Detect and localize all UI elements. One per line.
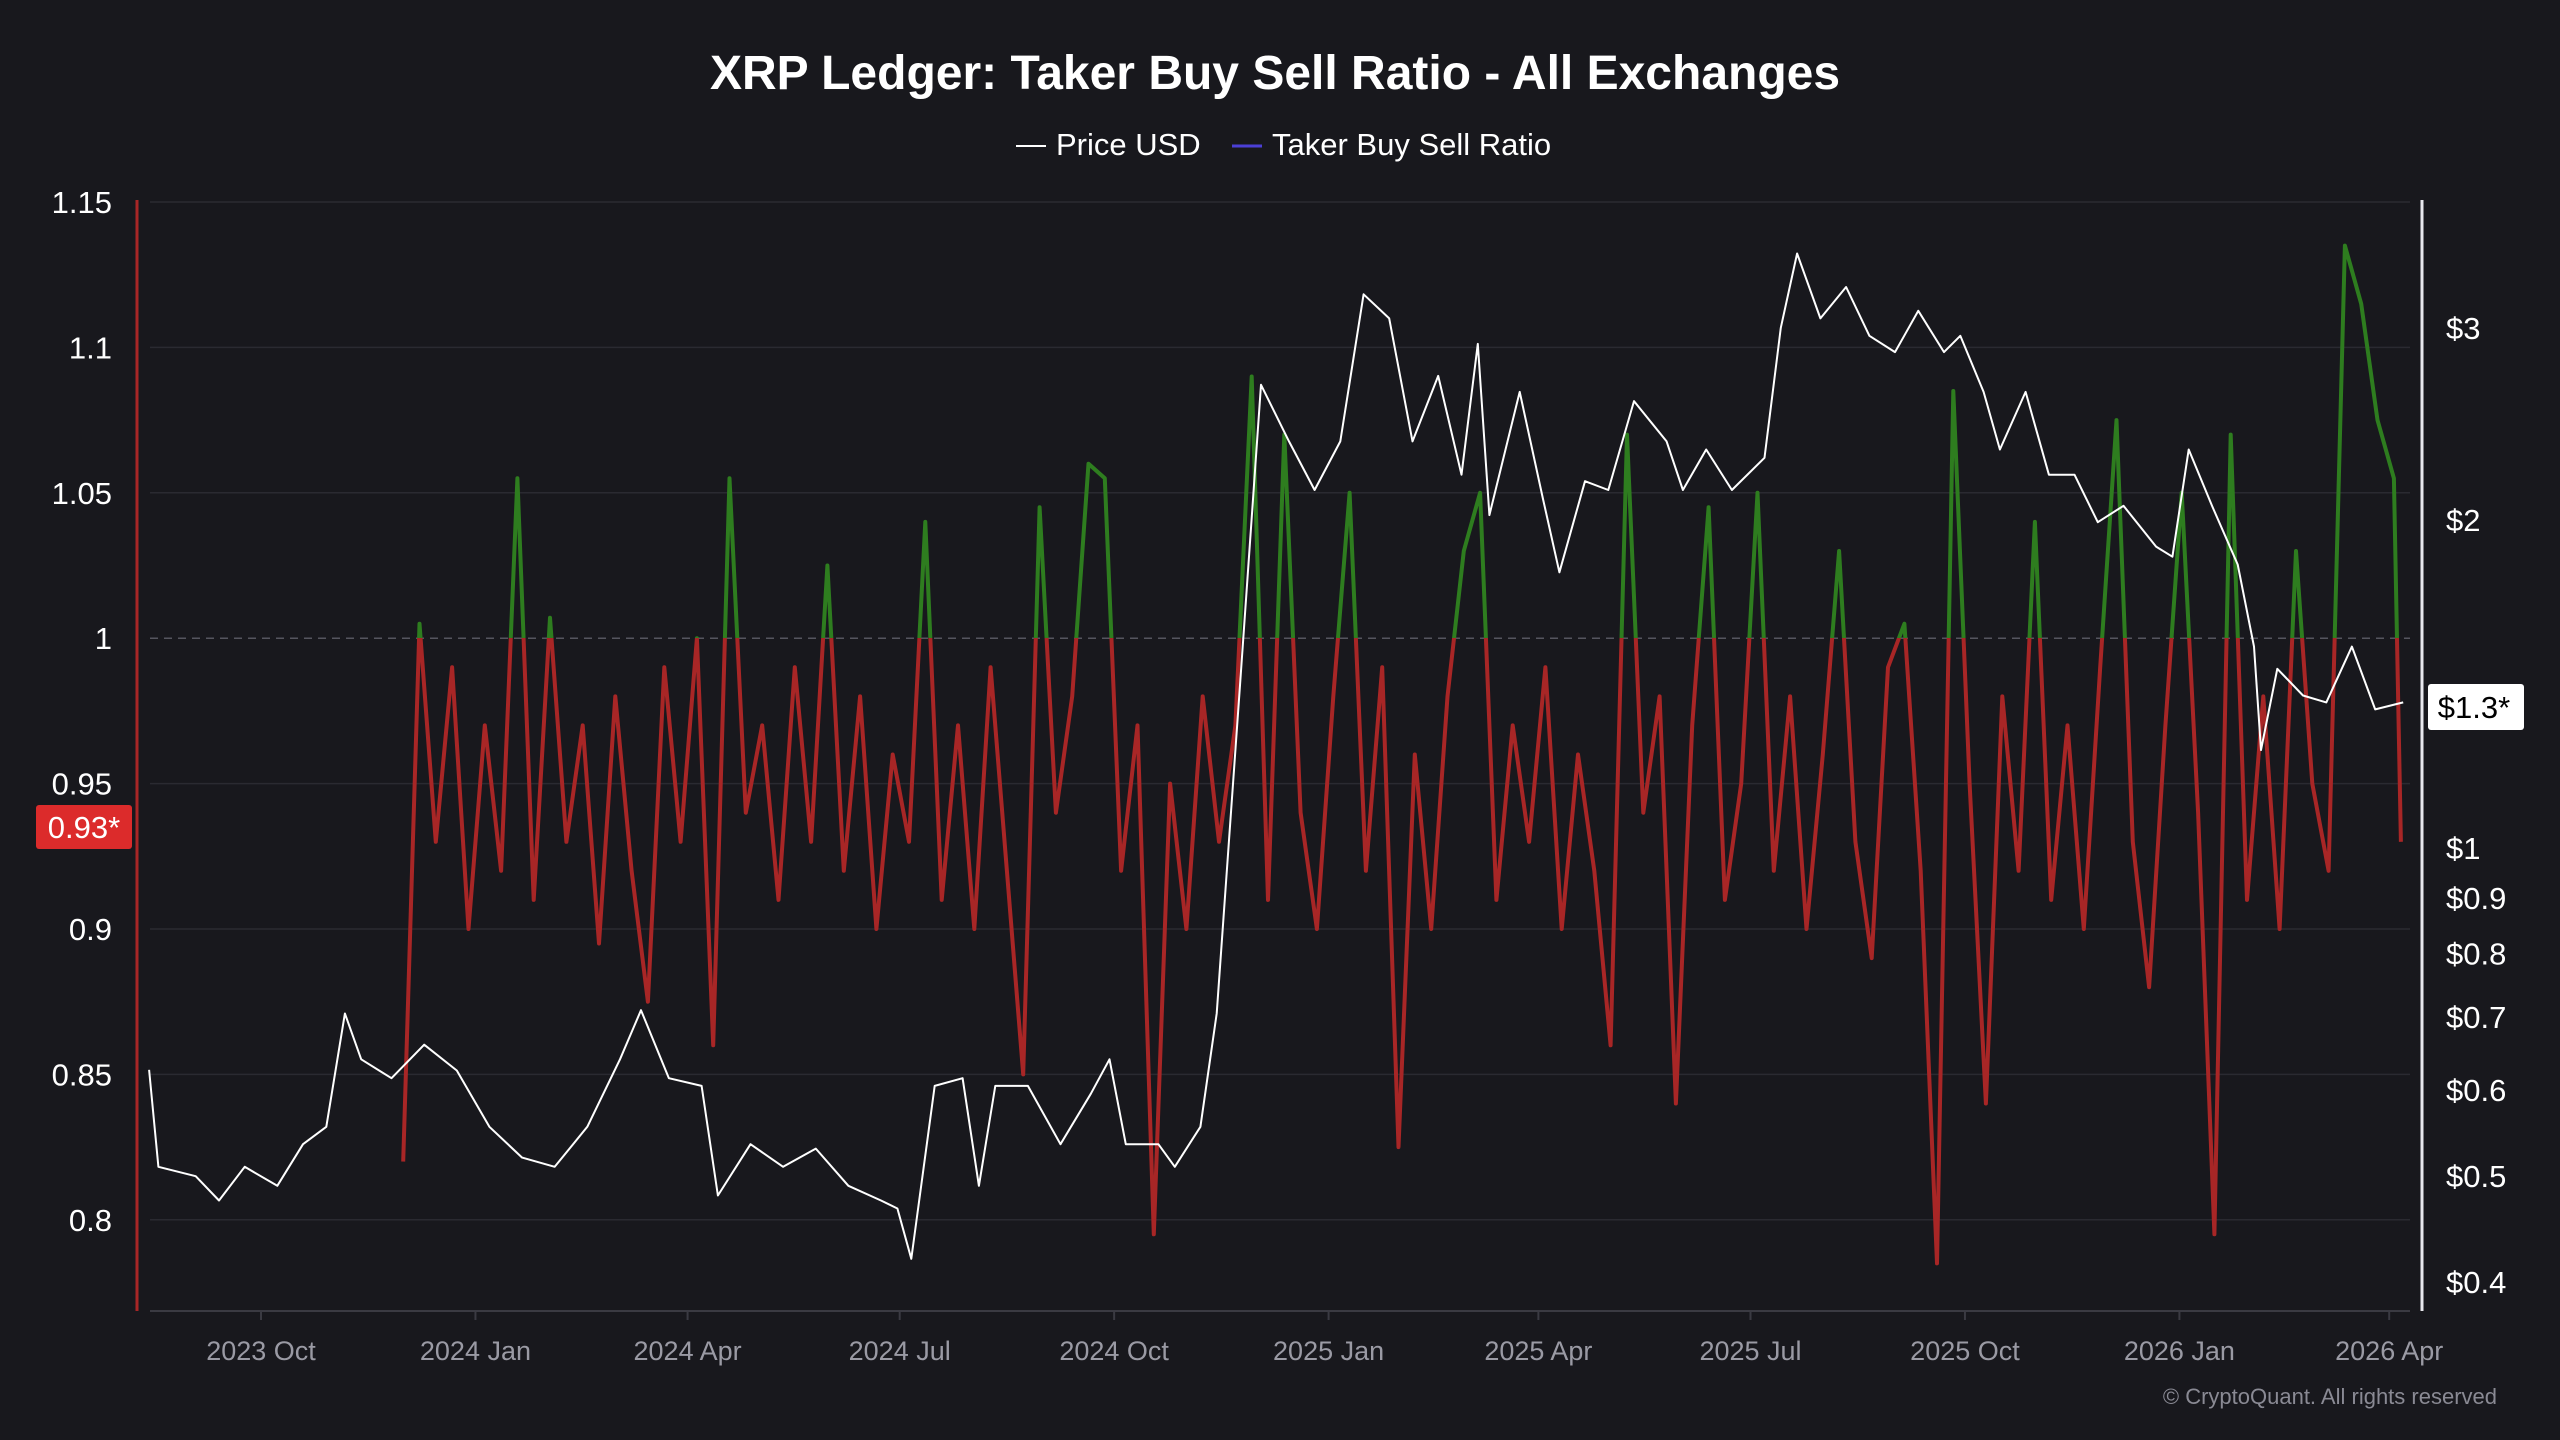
- x-tick-label: 2025 Oct: [1910, 1336, 2020, 1366]
- current-price-badge-bg: [2428, 684, 2524, 730]
- left-tick-label: 0.95: [52, 767, 112, 802]
- price-line: [148, 252, 2404, 1260]
- x-tick-label: 2026 Apr: [2335, 1336, 2443, 1366]
- grid: [150, 201, 2410, 1221]
- legend-label-ratio: Taker Buy Sell Ratio: [1272, 127, 1551, 162]
- legend-label-price: Price USD: [1056, 127, 1201, 162]
- chart-title: XRP Ledger: Taker Buy Sell Ratio - All E…: [710, 47, 1840, 100]
- left-axis: 1.15 1.1 1.05 1 0.95 0.9 0.85 0.8: [52, 185, 112, 1238]
- x-tick-label: 2024 Apr: [634, 1336, 742, 1366]
- left-tick-label: 0.9: [69, 912, 112, 947]
- x-tick-label: 2024 Oct: [1059, 1336, 1169, 1366]
- x-axis: 2023 Oct 2024 Jan 2024 Apr 2024 Jul 2024 Oct…: [206, 1311, 2443, 1366]
- x-tick-label: 2025 Apr: [1484, 1336, 1592, 1366]
- left-tick-label: 0.8: [69, 1203, 112, 1238]
- x-tick-label: 2023 Oct: [206, 1336, 316, 1366]
- legend-item-price[interactable]: Price USD: [1016, 127, 1201, 162]
- x-tick-label: 2025 Jan: [1273, 1336, 1384, 1366]
- x-tick-label: 2024 Jan: [420, 1336, 531, 1366]
- current-ratio-label: 0.93*: [48, 810, 120, 845]
- current-price-label: $1.3*: [2438, 690, 2510, 725]
- right-tick-label: $0.4: [2446, 1265, 2506, 1300]
- current-price-badge: $1.3*: [2428, 684, 2524, 730]
- x-tick-label: 2026 Jan: [2124, 1336, 2235, 1366]
- left-tick-label: 1.15: [52, 185, 112, 220]
- ratio-line-below-1: [401, 638, 2403, 1266]
- right-tick-label: $3: [2446, 311, 2480, 346]
- right-axis: $3 $2 $1 $0.9 $0.8 $0.7 $0.6 $0.5 $0.4: [2446, 311, 2506, 1300]
- current-ratio-badge: 0.93*: [36, 805, 132, 849]
- right-tick-label: $0.9: [2446, 881, 2506, 916]
- copyright: © CryptoQuant. All rights reserved: [2163, 1384, 2497, 1409]
- left-tick-label: 1.05: [52, 476, 112, 511]
- right-tick-label: $0.7: [2446, 1000, 2506, 1035]
- right-tick-label: $1: [2446, 831, 2480, 866]
- left-tick-label: 1.1: [69, 330, 112, 365]
- right-tick-label: $0.8: [2446, 937, 2506, 972]
- current-ratio-badge-bg: [36, 805, 132, 849]
- legend-item-ratio[interactable]: Taker Buy Sell Ratio: [1232, 127, 1551, 162]
- x-tick-label: 2025 Jul: [1699, 1336, 1801, 1366]
- right-tick-label: $2: [2446, 503, 2480, 538]
- left-tick-label: 1: [95, 621, 112, 656]
- right-tick-label: $0.5: [2446, 1159, 2506, 1194]
- left-tick-label: 0.85: [52, 1057, 112, 1092]
- right-tick-label: $0.6: [2446, 1073, 2506, 1108]
- x-tick-label: 2024 Jul: [849, 1336, 951, 1366]
- legend: Price USD Taker Buy Sell Ratio: [1016, 127, 1551, 162]
